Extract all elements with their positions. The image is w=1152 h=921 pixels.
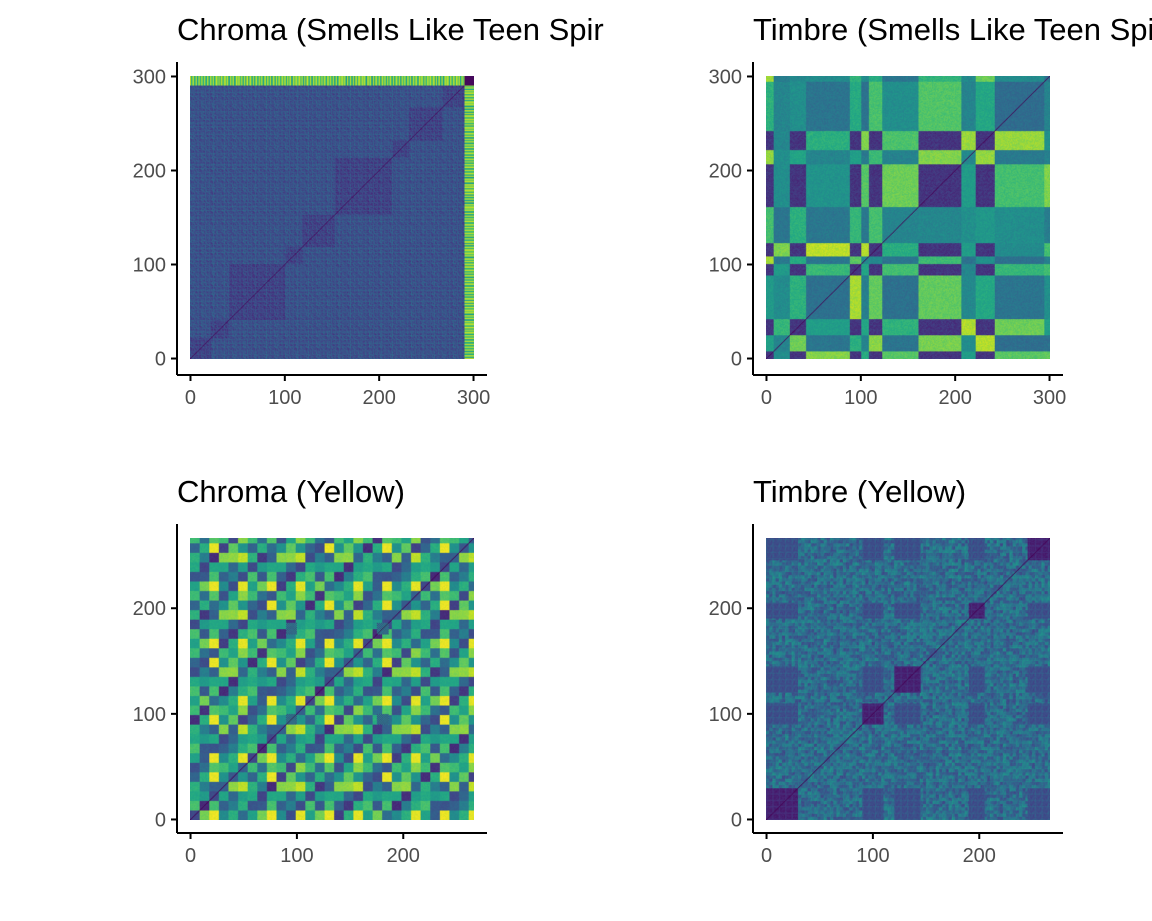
y-tick-label: 300 [709,66,742,88]
panel-title: Chroma (Yellow) [177,474,405,509]
x-tick-label: 100 [280,845,313,867]
x-tick-label: 0 [761,387,772,409]
x-axis: 0 100 200 [761,833,996,867]
x-tick-label: 0 [761,845,772,867]
x-tick-label: 200 [387,845,420,867]
y-tick-label: 200 [709,160,742,182]
y-tick-label: 200 [709,598,742,620]
x-tick-label: 100 [268,387,301,409]
y-axis: 0 100 200 300 [133,66,177,371]
y-tick-label: 100 [709,255,742,277]
y-tick-label: 200 [133,598,166,620]
x-tick-label: 0 [185,845,196,867]
x-tick-label: 0 [185,387,196,409]
chart-panel-timbre-yellow: 0 100 200 0 100 200 [709,524,1063,867]
panel-title: Timbre (Yellow) [753,474,967,509]
x-tick-label: 100 [856,845,889,867]
chart-panel-chroma-smells: 0 100 200 300 0 100 200 300 [133,62,490,409]
y-tick-label: 0 [731,349,742,371]
x-tick-label: 200 [362,387,395,409]
y-axis: 0 100 200 [709,598,753,831]
y-axis: 0 100 200 [133,598,177,831]
y-tick-label: 100 [133,255,166,277]
chart-panel-chroma-yellow: 0 100 200 0 100 200 [133,524,487,867]
y-tick-label: 100 [133,704,166,726]
heatmap [766,76,1050,359]
y-tick-label: 0 [155,809,166,831]
x-tick-label: 300 [457,387,490,409]
heatmap [766,538,1050,820]
chart-panel-timbre-smells: 0 100 200 300 0 100 200 300 [709,62,1066,409]
x-axis: 0 100 200 300 [185,375,490,409]
x-tick-label: 100 [844,387,877,409]
x-axis: 0 100 200 [185,833,420,867]
y-tick-label: 0 [731,809,742,831]
y-tick-label: 200 [133,160,166,182]
x-tick-label: 300 [1033,387,1066,409]
x-tick-label: 200 [938,387,971,409]
y-tick-label: 100 [709,704,742,726]
x-axis: 0 100 200 300 [761,375,1066,409]
heatmap [190,76,474,359]
panel-title: Chroma (Smells Like Teen Spir [177,12,604,47]
y-tick-label: 0 [155,349,166,371]
y-tick-label: 300 [133,66,166,88]
heatmap [190,538,474,820]
x-tick-label: 200 [963,845,996,867]
y-axis: 0 100 200 300 [709,66,753,371]
panel-title: Timbre (Smells Like Teen Spirit) [753,12,1152,47]
